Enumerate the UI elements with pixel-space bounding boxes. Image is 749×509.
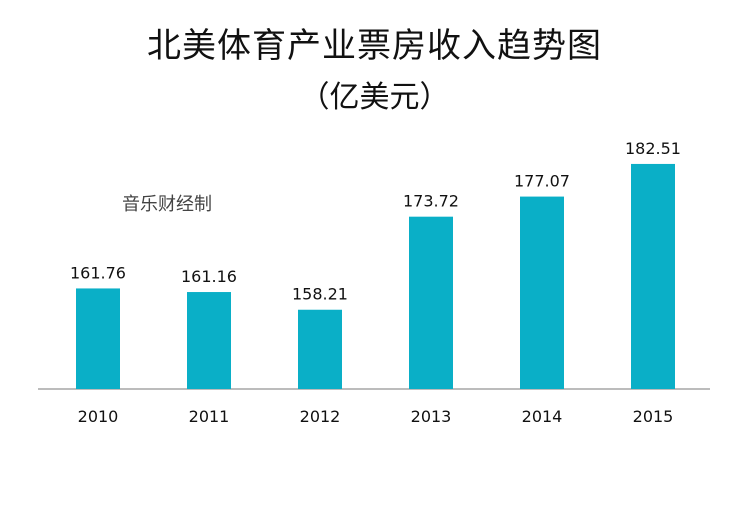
x-tick-label-2012: 2012 xyxy=(300,407,341,426)
x-tick-label-2011: 2011 xyxy=(189,407,230,426)
bar-2011 xyxy=(187,292,231,389)
data-label-2010: 161.76 xyxy=(70,263,126,282)
x-tick-label-2013: 2013 xyxy=(411,407,452,426)
bar-2013 xyxy=(409,216,453,389)
bar-2012 xyxy=(298,309,342,389)
x-tick-label-2014: 2014 xyxy=(522,407,563,426)
bar-2014 xyxy=(520,196,564,389)
data-label-2015: 182.51 xyxy=(625,139,681,158)
data-label-2014: 177.07 xyxy=(514,172,570,191)
data-label-2013: 173.72 xyxy=(403,192,459,211)
chart-title: 北美体育产业票房收入趋势图 xyxy=(147,26,602,66)
watermark-text: 音乐财经制 xyxy=(122,194,212,215)
bar-2010 xyxy=(76,288,120,389)
chart-subtitle: （亿美元） xyxy=(299,80,450,115)
data-label-2012: 158.21 xyxy=(292,285,348,304)
data-label-2011: 161.16 xyxy=(181,267,237,286)
x-tick-label-2010: 2010 xyxy=(78,407,119,426)
x-tick-label-2015: 2015 xyxy=(633,407,674,426)
bar-2015 xyxy=(631,163,675,389)
